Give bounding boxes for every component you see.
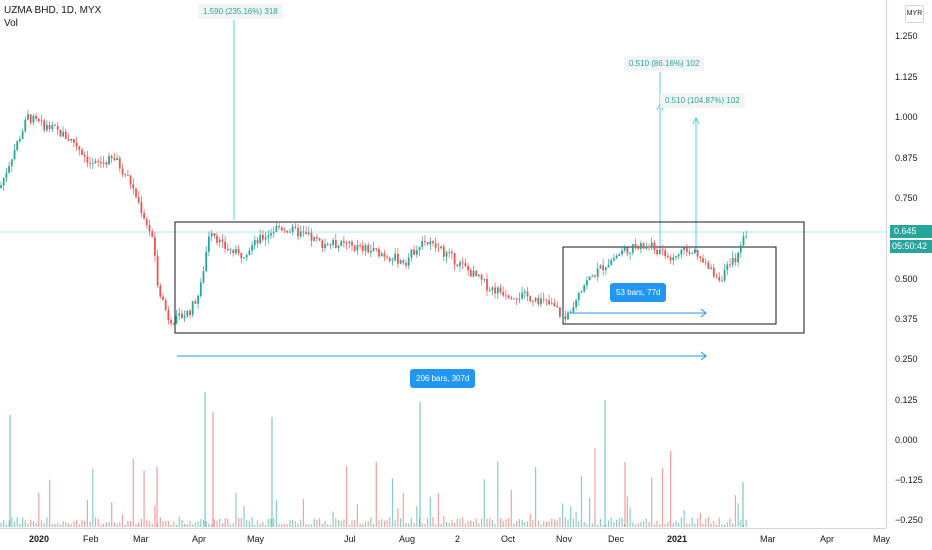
time-tick: Oct xyxy=(501,534,516,544)
price-tick: 0.500 xyxy=(895,274,918,284)
price-tick: 1.250 xyxy=(895,31,918,41)
time-tick: Nov xyxy=(556,534,573,544)
volume-series xyxy=(0,392,747,527)
price-axis[interactable]: 1.250 1.125 1.000 0.875 0.750 0.500 0.37… xyxy=(886,0,932,528)
price-tick: −0.250 xyxy=(895,515,923,525)
chart-legend: UZMA BHD, 1D, MYX Vol xyxy=(4,4,101,30)
volume-label[interactable]: Vol xyxy=(4,18,18,29)
time-tick: Feb xyxy=(83,534,99,544)
price-tick: 0.375 xyxy=(895,314,918,324)
time-tick: Apr xyxy=(820,534,835,544)
price-tick: 0.750 xyxy=(895,193,918,203)
symbol-title[interactable]: UZMA BHD, 1D, MYX xyxy=(4,5,102,16)
range-label-big[interactable]: 206 bars, 307d xyxy=(410,369,476,388)
time-tick: Apr xyxy=(192,534,207,544)
bar-countdown-label: 05:50:42 xyxy=(890,240,932,253)
time-tick: 2020 xyxy=(29,534,50,544)
time-tick: Aug xyxy=(399,534,416,544)
chart-area[interactable]: UZMA BHD, 1D, MYX Vol 1.590 (235.16%) 31… xyxy=(0,0,886,528)
time-tick: Mar xyxy=(133,534,149,544)
price-tick: 1.000 xyxy=(895,112,918,122)
price-chart[interactable] xyxy=(0,0,886,528)
time-tick: 2 xyxy=(455,534,461,544)
range-arrowhead-big xyxy=(700,351,707,361)
time-tick: Mar xyxy=(760,534,776,544)
time-tick: May xyxy=(873,534,891,544)
last-price-label: 0.645 xyxy=(890,225,932,238)
measure-label-mid[interactable]: 0.510 (86.16%) 102 xyxy=(624,56,705,71)
time-tick: 2021 xyxy=(667,534,688,544)
time-axis[interactable]: 2020 Feb Mar Apr May Jul Aug 2 Oct Nov D… xyxy=(0,528,890,550)
price-tick: 1.125 xyxy=(895,72,918,82)
range-label-small[interactable]: 53 bars, 77d xyxy=(610,283,667,302)
time-tick: Jul xyxy=(344,534,356,544)
time-tick: Dec xyxy=(608,534,625,544)
price-tick: 0.250 xyxy=(895,354,918,364)
range-arrowhead-small xyxy=(700,308,707,318)
range-box-small[interactable] xyxy=(562,246,777,325)
price-tick: 0.000 xyxy=(895,435,918,445)
price-tick: 0.125 xyxy=(895,395,918,405)
measure-arrow-small xyxy=(692,117,700,125)
price-tick: −0.125 xyxy=(895,475,923,485)
measure-label-small[interactable]: 0.510 (104.87%) 102 xyxy=(660,93,745,108)
currency-badge[interactable]: MYR xyxy=(905,5,924,23)
price-tick: 0.875 xyxy=(895,153,918,163)
range-box-large[interactable] xyxy=(174,221,805,334)
candlestick-series xyxy=(0,110,748,327)
time-tick: May xyxy=(247,534,265,544)
measure-label-big[interactable]: 1.590 (235.16%) 318 xyxy=(198,4,283,19)
